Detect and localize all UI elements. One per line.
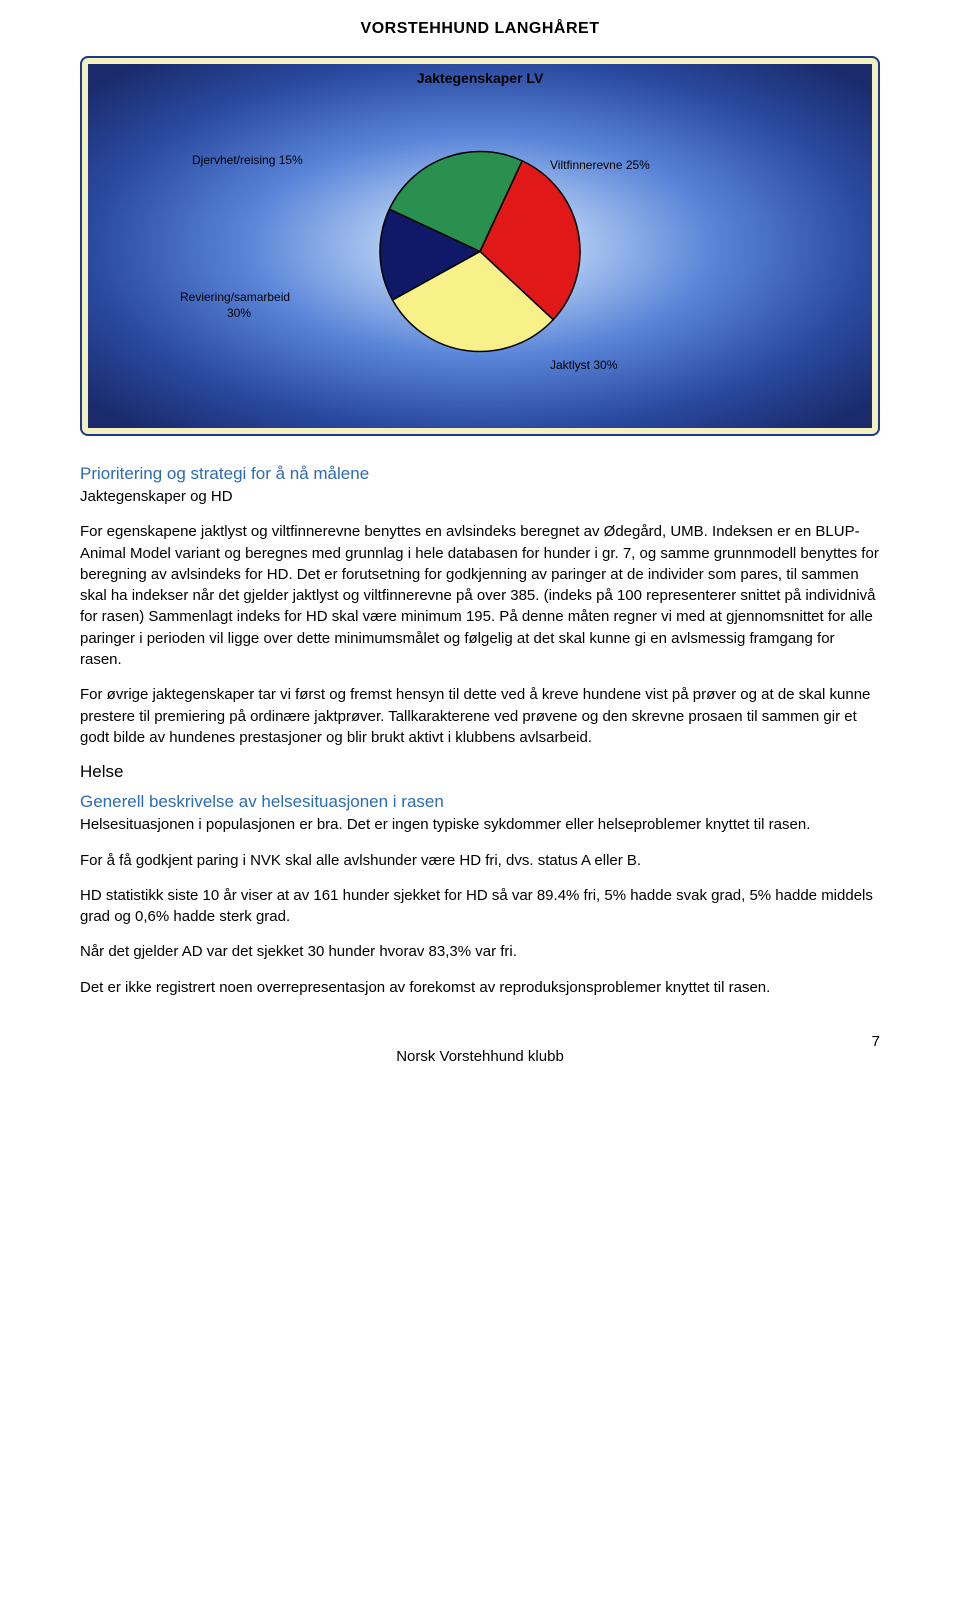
helse-p3: HD statistikk siste 10 år viser at av 16… (80, 885, 880, 928)
pie-chart-container: Jaktegenskaper LV Djervhet/reising 15% Vi… (80, 56, 880, 436)
page-header: VORSTEHHUND LANGHÅRET (80, 20, 880, 38)
paragraph-1: For egenskapene jaktlyst og viltfinnerev… (80, 521, 880, 670)
helse-p2: For å få godkjent paring i NVK skal alle… (80, 850, 880, 871)
chart-label: Reviering/samarbeid (180, 290, 290, 306)
footer: Norsk Vorstehhund klubb (80, 1048, 880, 1065)
chart-label: 30% (227, 306, 251, 322)
priority-subheading: Jaktegenskaper og HD (80, 488, 233, 505)
helse-p5: Det er ikke registrert noen overrepresen… (80, 977, 880, 998)
paragraph-2: For øvrige jaktegenskaper tar vi først o… (80, 684, 880, 748)
priority-heading: Prioritering og strategi for å nå målene (80, 464, 880, 484)
chart-label: Viltfinnerevne 25% (550, 158, 650, 174)
chart-title: Jaktegenskaper LV (82, 70, 878, 86)
helse-p1: Helsesituasjonen i populasjonen er bra. … (80, 814, 880, 835)
helse-heading: Helse (80, 762, 880, 782)
chart-label: Djervhet/reising 15% (192, 153, 303, 169)
helse-subheading: Generell beskrivelse av helsesituasjonen… (80, 792, 880, 812)
page-number: 7 (872, 1033, 880, 1050)
chart-label: Jaktlyst 30% (550, 358, 617, 374)
pie-chart (375, 146, 585, 361)
helse-p4: Når det gjelder AD var det sjekket 30 hu… (80, 941, 880, 962)
